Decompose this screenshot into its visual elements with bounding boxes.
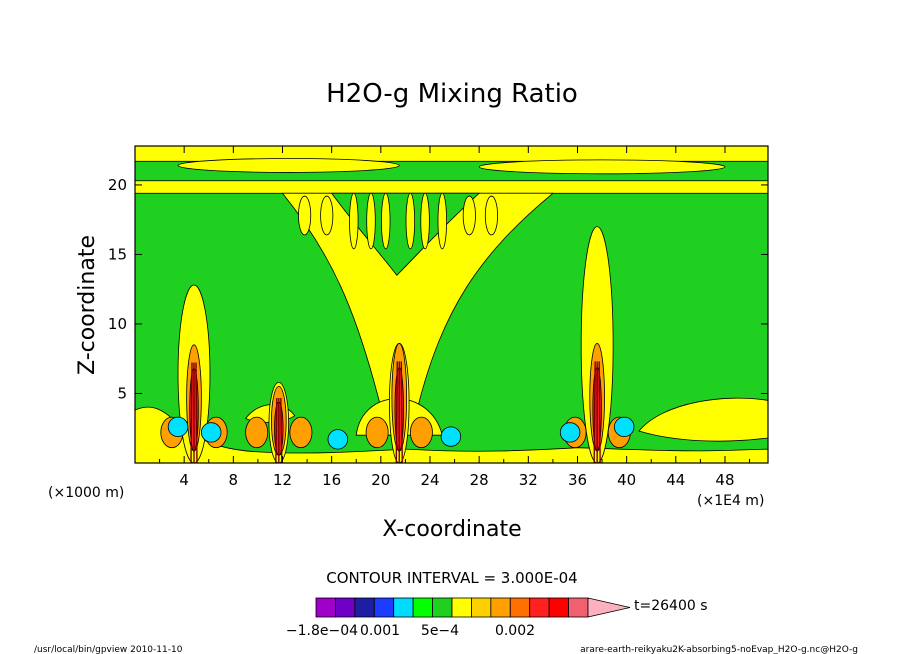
x-tick-label: 20: [371, 471, 390, 489]
colorbar-label: −1.8e−04: [286, 623, 358, 639]
colorbar-swatch: [548, 597, 569, 618]
colorbar-label: 0.002: [495, 623, 535, 639]
plume-streak: [320, 195, 334, 236]
column-flank: [365, 416, 389, 449]
contour-field: [135, 146, 768, 463]
y-axis: 5 10 15 20: [108, 176, 768, 402]
upper-moist-band: [135, 180, 768, 194]
x-tick-label: 40: [617, 471, 636, 489]
column-contour: [190, 362, 193, 463]
plume-streak: [437, 192, 447, 250]
plot-frame: [134, 145, 769, 464]
x-tick-label: 24: [420, 471, 439, 489]
plume-streak: [298, 195, 312, 236]
dry-patch: [559, 422, 581, 443]
y-tick-label: 10: [108, 315, 127, 333]
colorbar-label: 5e−4: [421, 623, 459, 639]
y-axis-label: Z-coordinate: [75, 235, 100, 375]
x-tick-label: 44: [666, 471, 685, 489]
plume-streak: [381, 192, 391, 250]
x-tick-label: 48: [715, 471, 734, 489]
x-tick-label: 12: [273, 471, 292, 489]
upper-moist-lobe: [177, 158, 400, 173]
colorbar-swatch: [568, 597, 589, 618]
column-contour: [275, 397, 278, 463]
colorbar-arrow: [587, 597, 631, 618]
dry-patch: [167, 416, 189, 437]
dry-patch: [440, 426, 462, 447]
x-tick-label: 8: [229, 471, 239, 489]
colorbar-swatch: [490, 597, 511, 618]
colorbar-swatch: [393, 597, 414, 618]
upper-moist-lobe: [478, 159, 726, 175]
y-tick-label: 5: [117, 384, 127, 402]
colorbar-swatch: [509, 597, 531, 618]
plume-streak: [366, 192, 376, 250]
colorbar-swatch: [529, 597, 550, 618]
column-contour: [195, 362, 198, 463]
y-tick-label: 20: [108, 176, 127, 194]
colorbar-swatch: [354, 597, 375, 618]
x-tick-label: 36: [568, 471, 587, 489]
plume-streak: [462, 195, 476, 236]
plume-streak: [484, 195, 498, 236]
dry-patch: [613, 416, 635, 437]
column-contour: [598, 361, 601, 463]
plume-streak: [420, 192, 430, 250]
dry-patch: [327, 429, 349, 450]
x-tick-label: 32: [519, 471, 538, 489]
colorbar-swatch: [373, 597, 395, 618]
x-scale-note: (×1E4 m): [697, 493, 764, 509]
colorbar-swatch: [335, 597, 356, 618]
colorbar-swatch: [451, 597, 472, 618]
x-tick-label: 4: [179, 471, 189, 489]
chart-title: H2O-g Mixing Ratio: [326, 79, 578, 109]
right-moist-lobe: [638, 397, 768, 442]
x-tick-label: 16: [322, 471, 341, 489]
colorbar: −1.8e−04 0.001 5e−4 0.002: [286, 597, 631, 639]
colorbar-label: 0.001: [360, 623, 400, 639]
column-flank: [289, 416, 313, 449]
x-axis: 4 8 12 16 20 24 28 32 36 40 44 48: [159, 146, 751, 489]
x-tick-label: 28: [470, 471, 489, 489]
contour-interval: CONTOUR INTERVAL = 3.000E-04: [326, 569, 577, 587]
plume-streak: [405, 192, 416, 250]
plume-streak: [349, 192, 359, 250]
y-tick-label: 15: [108, 245, 127, 263]
colorbar-swatch: [471, 597, 492, 618]
column-contour: [280, 397, 283, 463]
column-flank: [245, 416, 269, 449]
column-contour: [593, 361, 596, 463]
column-contour: [395, 361, 398, 463]
footer-left: /usr/local/bin/gpview 2010-11-10: [34, 645, 183, 654]
colorbar-swatch: [315, 597, 336, 618]
colorbar-swatch: [432, 597, 453, 618]
z-scale-note: (×1000 m): [48, 485, 124, 501]
top-moist-layer: [135, 146, 768, 162]
colorbar-swatch: [412, 597, 433, 618]
x-axis-label: X-coordinate: [382, 517, 521, 542]
time-label: t=26400 s: [634, 598, 708, 614]
column-contour: [400, 361, 403, 463]
column-flank: [409, 416, 433, 449]
dry-patch: [200, 422, 222, 443]
footer-right: arare-earth-reikyaku2K-absorbing5-noEvap…: [580, 645, 858, 654]
